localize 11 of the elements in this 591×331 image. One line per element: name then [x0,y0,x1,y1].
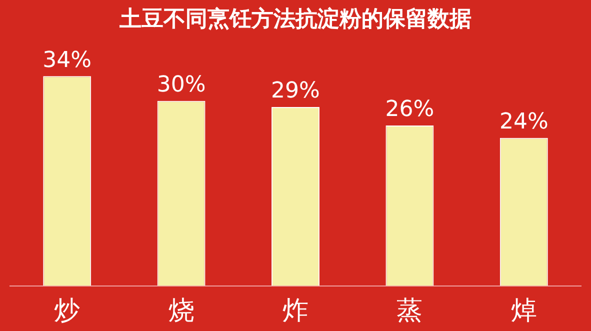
data-label: 34% [42,48,92,73]
chart-title: 土豆不同烹饪方法抗淀粉的保留数据 [118,6,472,34]
x-tick-label: 蒸 [396,296,423,326]
x-tick-label: 炒 [54,296,80,326]
data-label: 30% [156,72,206,98]
data-label: 29% [271,78,320,104]
x-tick-label: 烧 [168,296,194,326]
data-label: 24% [499,110,548,135]
x-tick-label: 焯 [510,296,537,326]
data-label: 26% [385,97,434,122]
x-tick-label: 炸 [282,296,308,326]
